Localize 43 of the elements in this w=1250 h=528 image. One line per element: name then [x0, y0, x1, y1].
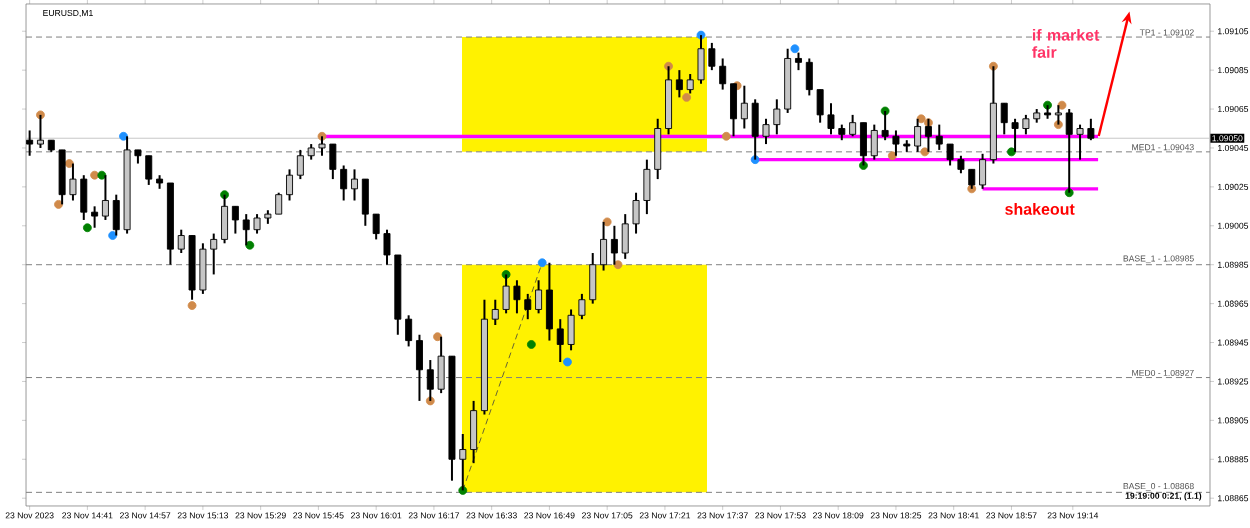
point	[119, 131, 128, 141]
annotation: if market fair	[1032, 28, 1100, 58]
candlestick	[730, 82, 737, 138]
candlestick	[351, 168, 358, 202]
point	[97, 170, 107, 180]
candlestick	[859, 121, 867, 167]
candlestick	[675, 69, 683, 99]
candlestick	[415, 333, 423, 402]
point	[187, 301, 197, 310]
candlestick	[405, 314, 413, 348]
candlestick	[545, 261, 553, 342]
candlestick	[610, 224, 618, 266]
candlestick	[1054, 104, 1062, 126]
point	[1057, 100, 1067, 110]
point	[526, 340, 536, 349]
candlestick	[600, 220, 608, 272]
candlestick	[231, 205, 239, 235]
point	[613, 260, 623, 270]
point	[790, 44, 800, 54]
candlestick	[296, 148, 304, 181]
annotation: shakeout	[1005, 203, 1075, 215]
point	[920, 147, 930, 157]
point	[82, 223, 92, 233]
candlestick	[221, 193, 229, 245]
point	[245, 240, 255, 250]
candlestick	[286, 168, 294, 202]
point	[721, 131, 731, 141]
point	[537, 258, 547, 268]
point	[682, 92, 691, 102]
point	[433, 332, 442, 342]
point	[54, 199, 63, 209]
point	[916, 114, 926, 124]
point	[108, 231, 118, 240]
point	[887, 151, 897, 161]
candlestick	[535, 279, 543, 315]
point	[563, 357, 572, 367]
candlestick	[101, 174, 109, 221]
candlestick	[470, 399, 478, 465]
candlestick	[91, 205, 99, 229]
candlestick	[979, 152, 987, 190]
point	[90, 170, 100, 180]
candlestick	[26, 129, 34, 157]
point	[1007, 147, 1016, 157]
